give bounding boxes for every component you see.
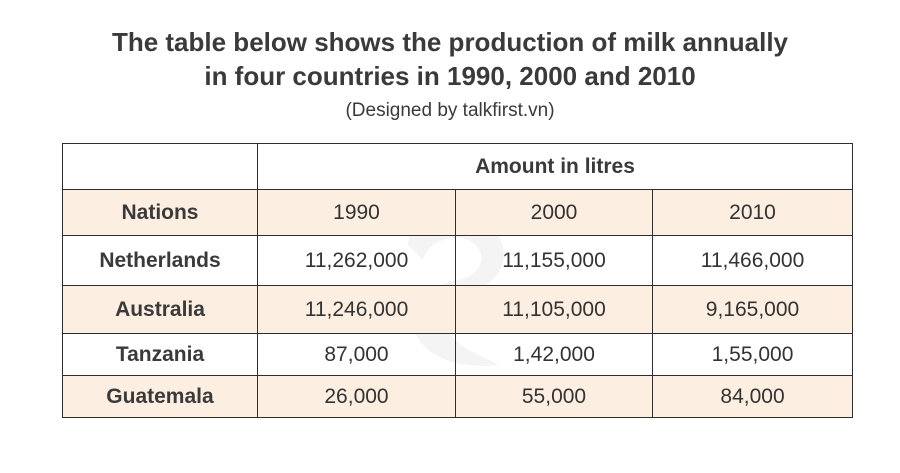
table-cell: 11,262,000 [257, 235, 456, 286]
group-header-amount: Amount in litres [256, 143, 854, 190]
table-cell: 9,165,000 [651, 285, 854, 334]
table-cell: 87,000 [257, 333, 456, 376]
column-header-1990: 1990 [257, 189, 456, 236]
column-header-2010: 2010 [651, 189, 854, 236]
table-row: Tanzania 87,000 1,42,000 1,55,000 [62, 333, 854, 376]
table-cell: 26,000 [257, 375, 456, 418]
nation-label: Tanzania [62, 333, 258, 376]
table-cell: 84,000 [651, 375, 854, 418]
column-header-2000: 2000 [455, 189, 653, 236]
nation-label: Australia [62, 285, 258, 334]
nations-header: Nations [62, 189, 258, 236]
table-cell: 55,000 [455, 375, 653, 418]
table-header-row: Nations 1990 2000 2010 [62, 189, 854, 236]
chart-title-line-1: The table below shows the production of … [111, 27, 789, 57]
chart-subtitle: (Designed by talkfirst.vn) [345, 100, 555, 121]
table-cell: 1,55,000 [651, 333, 854, 376]
table-cell: 11,466,000 [651, 235, 854, 286]
table-cell: 1,42,000 [455, 333, 653, 376]
table-row: Netherlands 11,262,000 11,155,000 11,466… [62, 235, 854, 286]
blank-corner-cell [62, 143, 258, 190]
nation-label: Netherlands [62, 235, 258, 286]
chart-title-line-2: in four countries in 1990, 2000 and 2010 [204, 61, 696, 91]
nation-label: Guatemala [62, 375, 258, 418]
table-cell: 11,246,000 [257, 285, 456, 334]
table-cell: 11,105,000 [455, 285, 653, 334]
table-row: Australia 11,246,000 11,105,000 9,165,00… [62, 285, 854, 334]
table-cell: 11,155,000 [455, 235, 653, 286]
table-row: Guatemala 26,000 55,000 84,000 [62, 375, 854, 418]
table-group-header-row: Amount in litres [62, 143, 854, 190]
milk-production-table: Amount in litres Nations 1990 2000 2010 … [62, 143, 854, 418]
